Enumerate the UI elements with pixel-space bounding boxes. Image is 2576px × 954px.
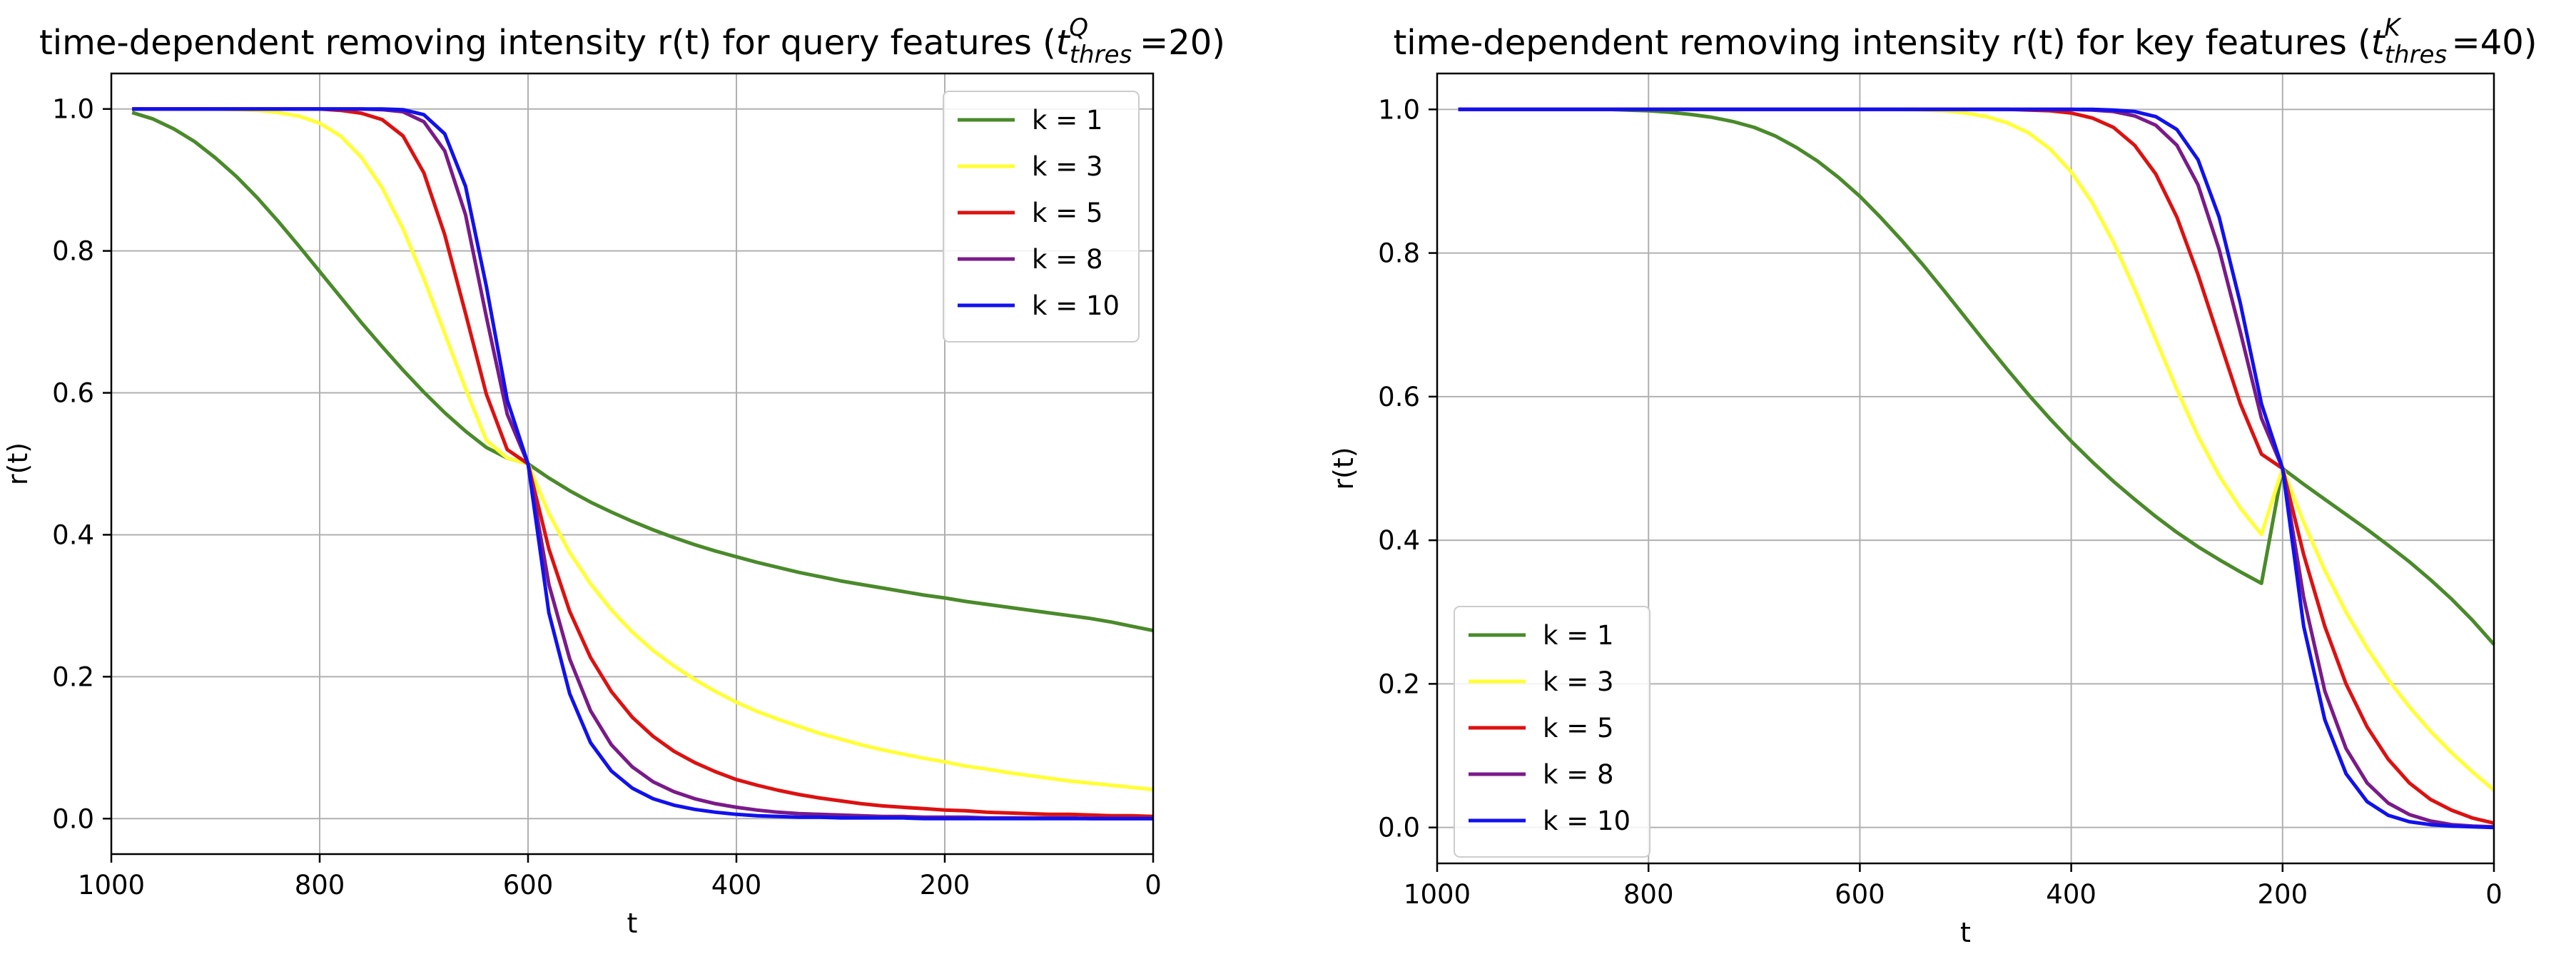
x-tick-label: 800 — [1623, 879, 1674, 910]
series-line-k10 — [132, 107, 1153, 821]
title-prefix: time-dependent removing intensity r(t) f… — [1393, 23, 2370, 63]
y-tick-label: 0.0 — [1378, 813, 1420, 843]
y-tick-label: 0.4 — [52, 519, 94, 550]
x-tick-label: 0 — [2485, 879, 2503, 910]
y-tick-label: 0.2 — [1378, 669, 1420, 699]
y-tick-label: 0.8 — [52, 236, 94, 267]
legend-label: k = 10 — [1543, 806, 1631, 836]
legend-label: k = 3 — [1032, 151, 1103, 182]
title-prefix: time-dependent removing intensity r(t) f… — [39, 23, 1056, 63]
y-tick-label: 0.0 — [52, 803, 94, 834]
x-tick-label: 600 — [503, 870, 554, 900]
series-line-k3 — [132, 107, 1154, 791]
x-tick-label: 600 — [1835, 879, 1885, 910]
x-tick-label: 200 — [920, 870, 970, 900]
title-suffix: =20) — [1140, 23, 1225, 63]
title-suffix: =40) — [2451, 23, 2537, 63]
x-tick-label: 200 — [2257, 879, 2308, 910]
legend-label: k = 8 — [1543, 759, 1614, 790]
chart-2: 1000 800 600 400 200 0 0.0 0.2 0.4 0.6 0.8 1.0 t r(t)… — [1328, 14, 2537, 948]
legend-box — [1454, 606, 1650, 858]
y-tick-label: 0.6 — [1378, 382, 1420, 412]
y-tick-label: 0.8 — [1378, 238, 1420, 269]
x-axis-label: t — [627, 908, 638, 939]
series-line-k1 — [131, 111, 1154, 633]
legend-box — [943, 91, 1140, 342]
y-tick-label: 0.6 — [52, 378, 94, 409]
title-superscript: K — [2384, 14, 2402, 42]
x-tick-label: 0 — [1145, 870, 1162, 900]
chart-1: 1000 800 600 400 200 0 0.0 0.2 0.4 0.6 0.8 1.0 t r(t)… — [2, 14, 1225, 939]
title-variable: t — [1056, 23, 1071, 63]
legend-label: k = 8 — [1032, 244, 1103, 275]
chart-title: time-dependent removing intensity r(t) f… — [1393, 14, 2537, 69]
y-tick-label: 1.0 — [1378, 94, 1420, 125]
title-subscript: thres — [1070, 41, 1132, 69]
legend-label: k = 5 — [1032, 198, 1103, 228]
title-subscript: thres — [2385, 41, 2448, 69]
y-axis-label: r(t) — [2, 442, 34, 485]
y-tick-label: 1.0 — [52, 94, 94, 125]
legend-label: k = 10 — [1032, 290, 1120, 321]
legend-label: k = 1 — [1543, 620, 1614, 651]
x-axis-label: t — [1960, 917, 1971, 948]
legend-label: k = 3 — [1543, 666, 1614, 697]
x-tick-label: 1000 — [78, 870, 145, 900]
title-variable: t — [2371, 23, 2386, 63]
y-tick-label: 0.4 — [1378, 525, 1420, 556]
plot-frame — [1436, 72, 2495, 865]
x-tick-label: 400 — [711, 870, 762, 900]
plot-frame — [110, 72, 1155, 856]
series-line-k10 — [1458, 107, 2495, 830]
chart-title: time-dependent removing intensity r(t) f… — [39, 14, 1225, 69]
legend-label: k = 5 — [1543, 713, 1614, 744]
y-axis-label: r(t) — [1328, 447, 1359, 489]
legend-label: k = 1 — [1032, 105, 1103, 136]
title-superscript: Q — [1069, 14, 1088, 42]
x-tick-label: 1000 — [1404, 879, 1471, 910]
x-tick-label: 400 — [2046, 879, 2096, 910]
y-tick-label: 0.2 — [52, 661, 94, 692]
x-tick-label: 800 — [295, 870, 345, 900]
